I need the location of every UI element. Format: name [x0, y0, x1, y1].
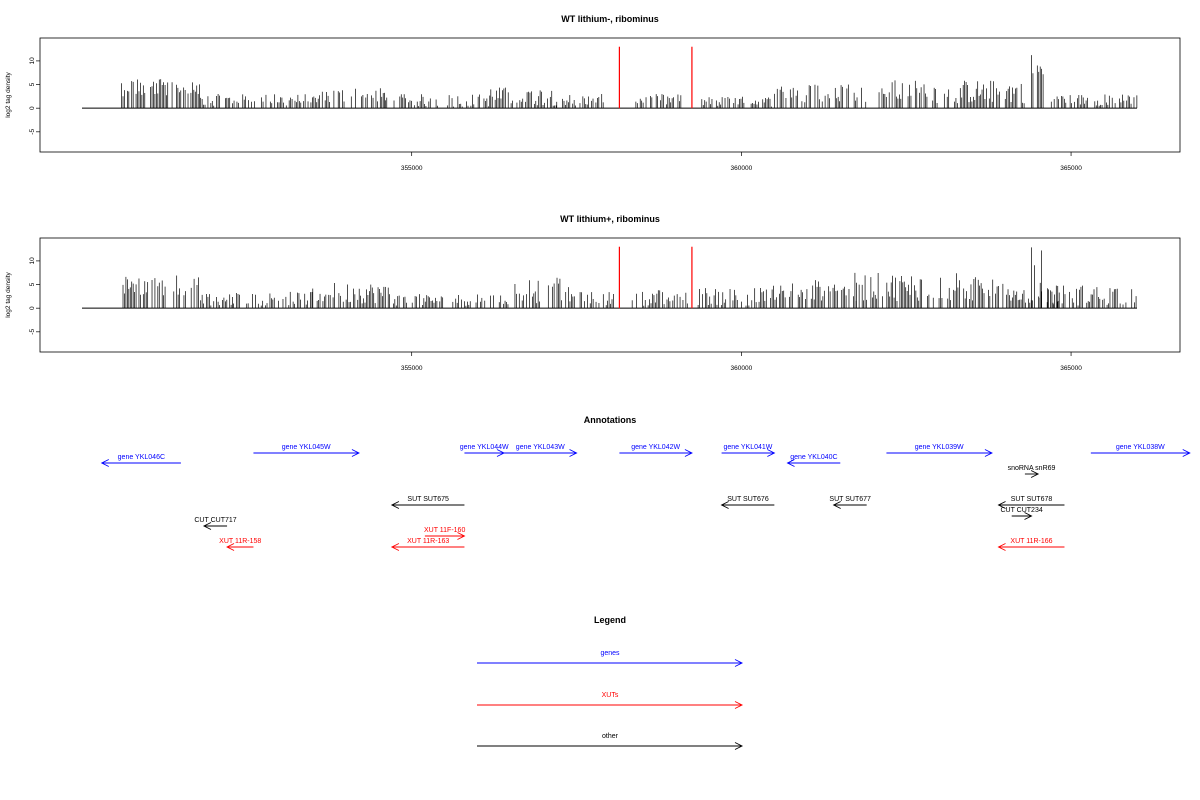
y-tick-label: 5 [29, 282, 36, 286]
legend-label: XUTs [602, 692, 619, 699]
annotation-arrow: snoRNA snR69 [1008, 465, 1056, 478]
annotation-label: XUT 11R-158 [219, 538, 261, 545]
y-tick-label: -5 [29, 329, 36, 335]
annotation-arrow: gene YKL038W [1090, 444, 1191, 457]
panel-lithium_minus: WT lithium-, ribominus -5 0 5 10 log2 tag den… [5, 14, 1181, 172]
annotation-arrow: gene YKL043W [504, 444, 578, 457]
annotation-label: SUT SUT677 [829, 496, 871, 503]
annotation-label: SUT SUT678 [1011, 496, 1053, 503]
y-tick-label: 5 [29, 82, 36, 86]
y-tick-label: 10 [29, 257, 36, 265]
annotation-label: XUT 11R-163 [407, 538, 449, 545]
legend-label: other [602, 733, 619, 740]
annotation-arrow: SUT SUT675 [390, 496, 465, 509]
annotation-label: gene YKL040C [790, 454, 837, 461]
annotation-arrow: gene YKL046C [100, 454, 181, 467]
annotation-arrow: XUT 11R-158 [219, 538, 261, 551]
annotations-track: Annotations gene YKL046C gene YKL045W gene … [100, 415, 1191, 551]
annotation-label: gene YKL041W [724, 444, 773, 451]
y-tick-label: 0 [29, 106, 36, 110]
x-tick-label: 355000 [401, 365, 423, 372]
x-tick-label: 365000 [1060, 165, 1082, 172]
annotation-label: SUT SUT675 [407, 496, 449, 503]
annotation-label: gene YKL039W [915, 444, 964, 451]
annotation-label: gene YKL045W [282, 444, 331, 451]
annotation-arrow: SUT SUT676 [720, 496, 775, 509]
legend: Legend genes XUTs other [477, 615, 744, 750]
annotation-label: gene YKL044W [460, 444, 509, 451]
density-bars [121, 55, 1138, 109]
annotation-arrow: CUT CUT717 [194, 517, 237, 530]
annotations-title: Annotations [584, 415, 637, 425]
annotation-arrow: XUT 11R-166 [997, 538, 1065, 551]
annotation-arrow: XUT 11F-160 [424, 527, 465, 540]
annotation-arrow: gene YKL045W [253, 444, 360, 457]
x-tick-label: 360000 [731, 365, 753, 372]
density-bars [122, 247, 1137, 309]
annotation-arrow: gene YKL039W [886, 444, 993, 457]
annotation-label: gene YKL038W [1116, 444, 1165, 451]
y-tick-label: 10 [29, 57, 36, 65]
annotation-arrow: SUT SUT677 [829, 496, 871, 509]
legend-item-xut: XUTs [477, 692, 744, 709]
y-tick-label: -5 [29, 129, 36, 135]
x-tick-label: 360000 [731, 165, 753, 172]
annotation-label: CUT CUT234 [1000, 507, 1042, 514]
annotation-label: snoRNA snR69 [1008, 465, 1056, 472]
y-tick-label: 0 [29, 306, 36, 310]
panel-title: WT lithium-, ribominus [561, 14, 659, 24]
plot-frame [39, 237, 1181, 353]
legend-item-gene: genes [477, 650, 744, 667]
annotation-arrow: gene YKL040C [786, 454, 841, 467]
annotation-label: gene YKL043W [516, 444, 565, 451]
y-axis-label: log2 tag density [5, 271, 12, 317]
legend-title: Legend [594, 615, 626, 625]
annotation-arrow: CUT CUT234 [1000, 507, 1043, 520]
annotation-label: CUT CUT717 [194, 517, 236, 524]
annotation-arrow: gene YKL044W [460, 444, 509, 457]
x-tick-label: 365000 [1060, 365, 1082, 372]
x-tick-label: 355000 [401, 165, 423, 172]
annotation-label: SUT SUT676 [727, 496, 769, 503]
legend-item-other: other [477, 733, 744, 750]
annotation-arrow: SUT SUT678 [997, 496, 1065, 509]
plot-frame [39, 37, 1181, 153]
legend-label: genes [600, 650, 620, 657]
annotation-label: XUT 11F-160 [424, 527, 465, 534]
annotation-label: XUT 11R-166 [1010, 538, 1052, 545]
annotation-label: gene YKL042W [631, 444, 680, 451]
panel-lithium_plus: WT lithium+, ribominus -5 0 5 10 log2 tag den… [5, 214, 1181, 372]
annotation-arrow: XUT 11R-163 [390, 538, 465, 551]
annotation-label: gene YKL046C [118, 454, 165, 461]
y-axis-label: log2 tag density [5, 71, 12, 117]
panel-title: WT lithium+, ribominus [560, 214, 660, 224]
annotation-arrow: gene YKL041W [721, 444, 776, 457]
annotation-arrow: gene YKL042W [619, 444, 693, 457]
